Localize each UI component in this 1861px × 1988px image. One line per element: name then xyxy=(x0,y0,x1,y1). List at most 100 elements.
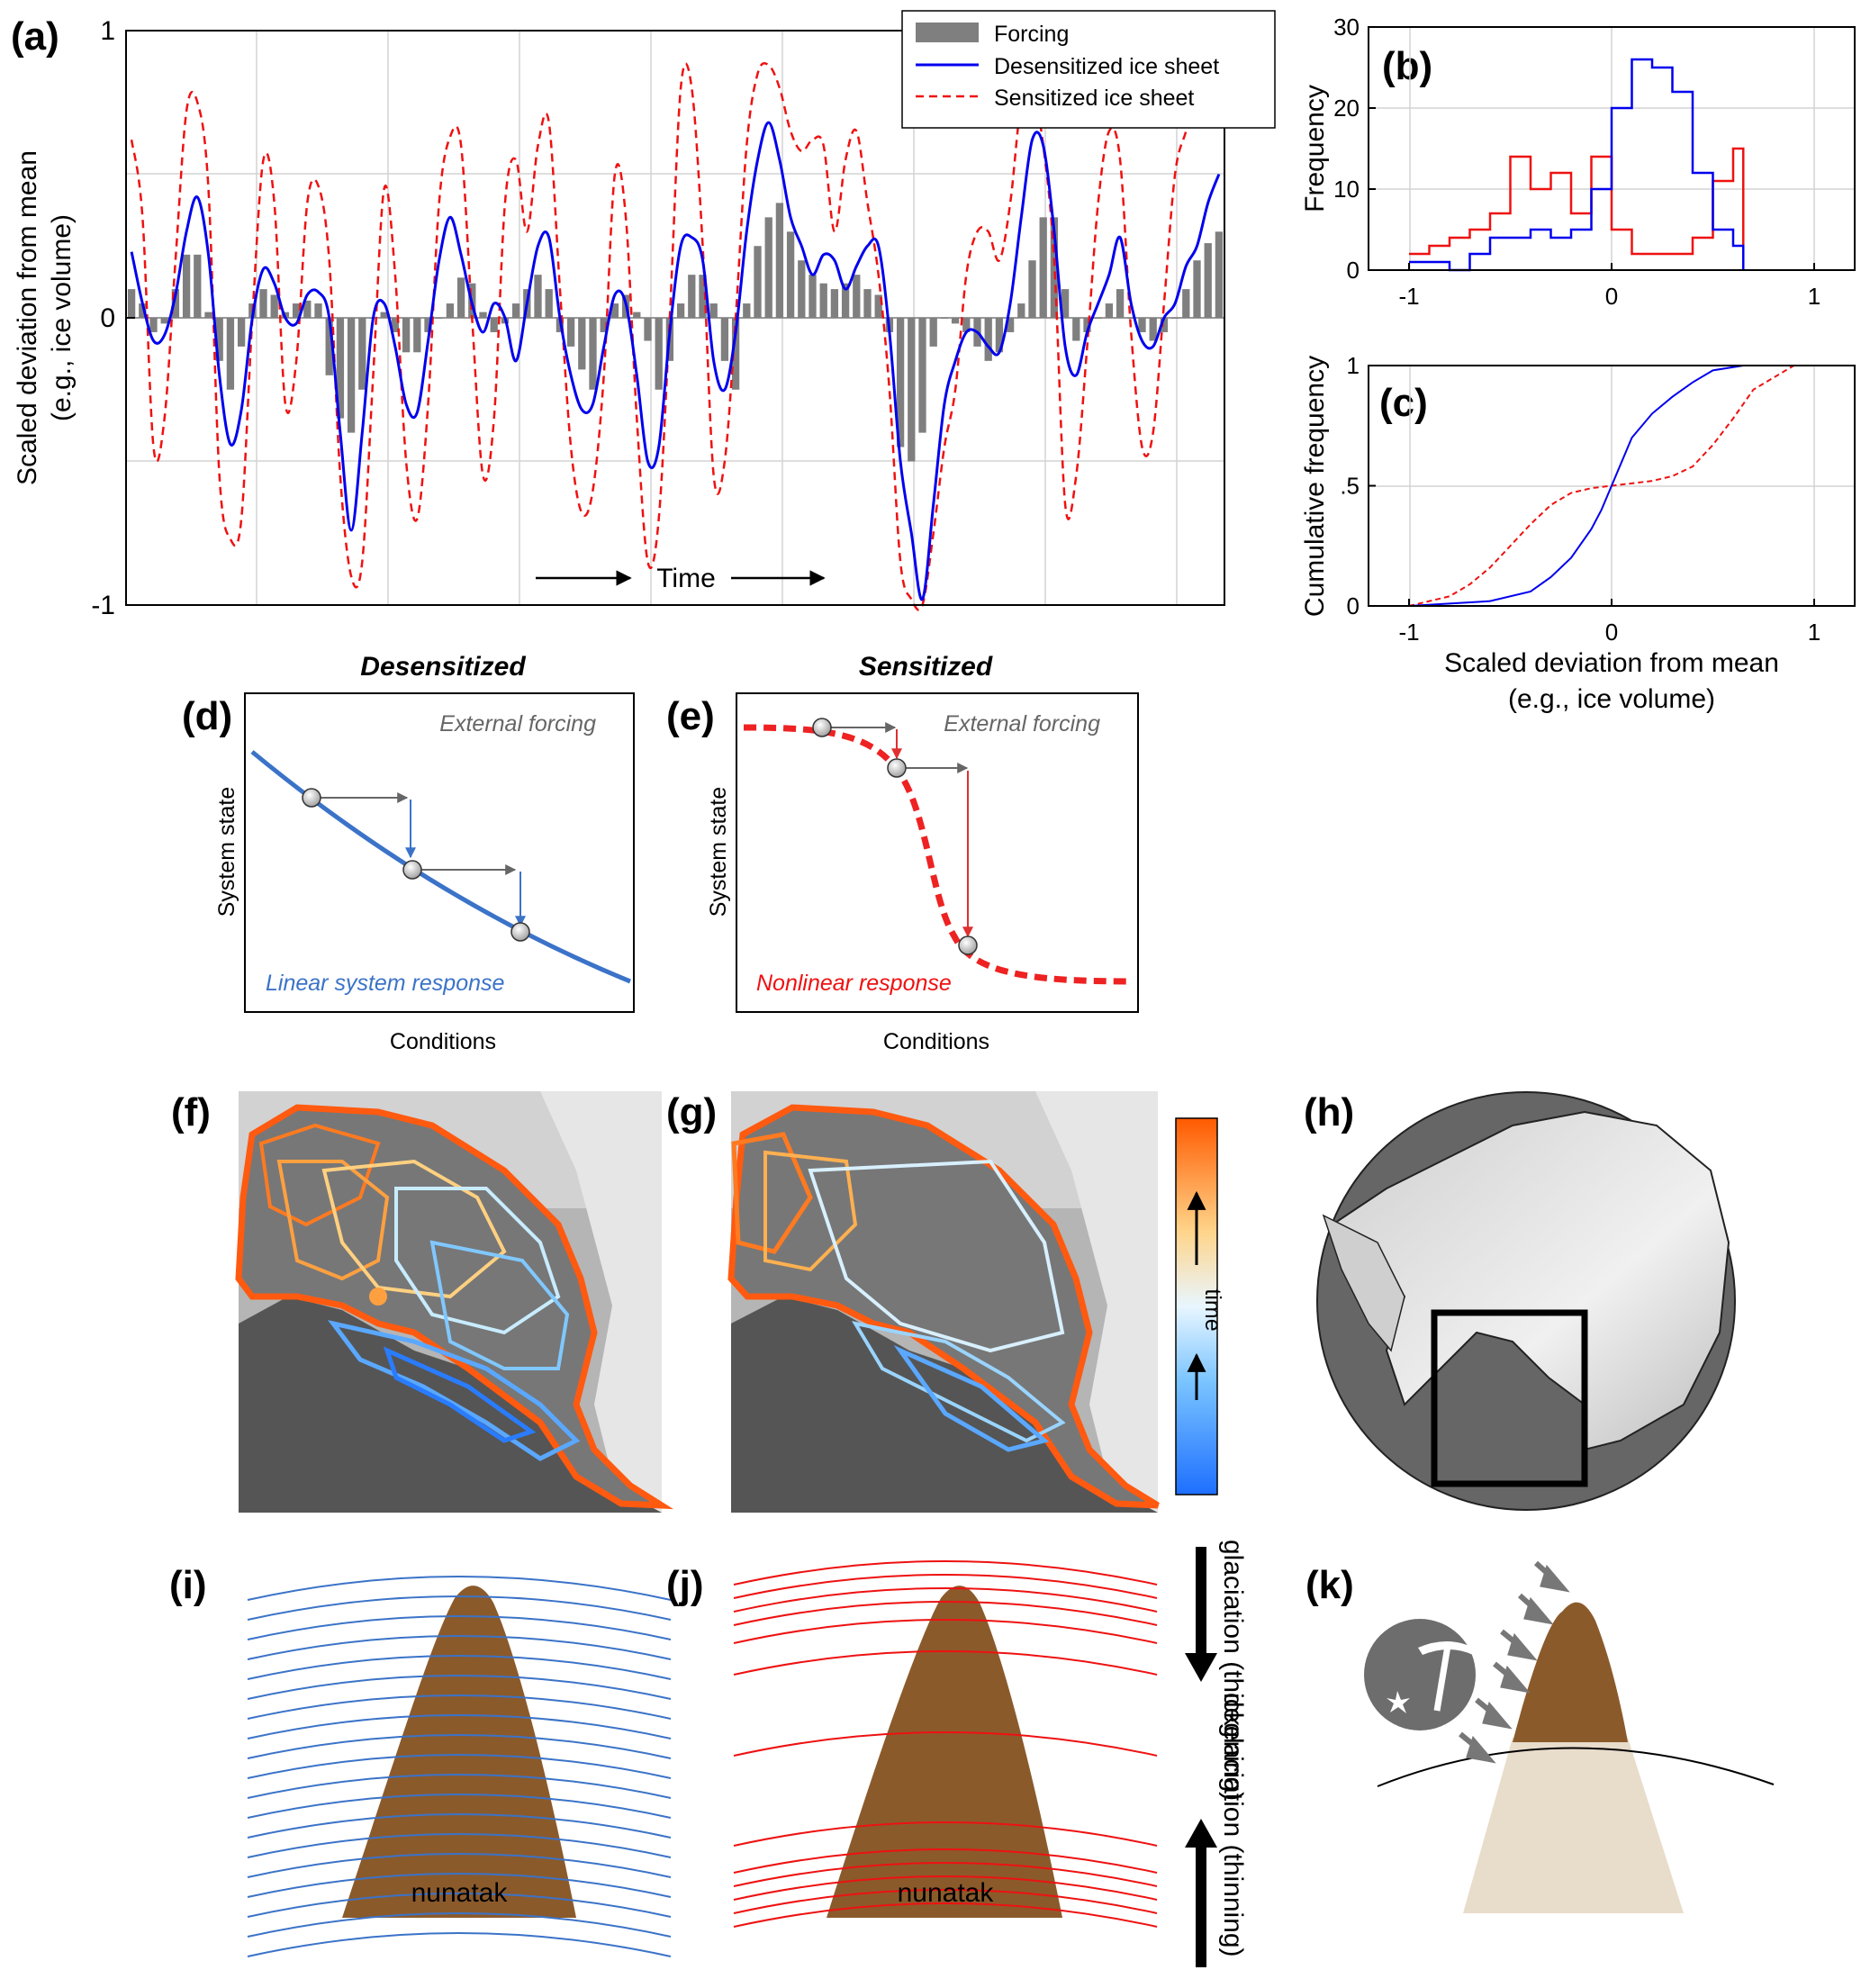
forcing-bar xyxy=(1149,318,1157,341)
ice-surface-line xyxy=(247,1576,672,1601)
forcing-bar xyxy=(534,275,542,318)
ice-surface-line xyxy=(247,1813,672,1839)
forcing-bar xyxy=(511,303,520,318)
ice-surface-line xyxy=(247,1873,672,1898)
state-marker xyxy=(812,718,832,737)
forcing-bar xyxy=(1028,260,1036,318)
forcing-bar xyxy=(984,318,992,361)
panel-e-xlabel: Conditions xyxy=(883,1029,989,1054)
panel-d-title: Desensitized xyxy=(360,652,526,682)
panel-d-response-label: Linear system response xyxy=(266,971,504,996)
legend-forcing-swatch xyxy=(916,23,979,42)
panel-label-c: (c) xyxy=(1379,381,1428,425)
forcing-bar xyxy=(610,303,619,318)
panel-c-ticks: -1 0 1 0 .5 1 xyxy=(1340,352,1820,646)
forcing-bar xyxy=(720,318,729,361)
time-colorbar xyxy=(1175,1117,1218,1496)
y-tick-label: 1 xyxy=(1347,352,1360,379)
panel-a-ylabel-1: Scaled deviation from mean xyxy=(13,150,42,485)
forcing-bar xyxy=(929,318,937,347)
glaciation-arrow-head xyxy=(1185,1653,1217,1682)
ice-surface-line xyxy=(247,1932,672,1957)
legend: Forcing Desensitized ice sheet Sensitize… xyxy=(901,10,1276,129)
forcing-bar xyxy=(1204,243,1212,318)
ice-surface-line xyxy=(733,1889,1158,1914)
ice-surface-line xyxy=(733,1848,1158,1874)
ice-surface-line xyxy=(733,1731,1158,1757)
forcing-bar xyxy=(479,312,487,318)
ice-surface-line xyxy=(247,1615,672,1640)
study-area-box xyxy=(1431,1309,1588,1487)
exposed-nunatak xyxy=(1513,1602,1628,1742)
forcing-bar xyxy=(127,289,136,318)
panel-a-yticks: -1 0 1 xyxy=(91,16,135,620)
x-tick-label: 1 xyxy=(1808,619,1820,646)
panel-label-h: (h) xyxy=(1304,1090,1354,1134)
forcing-bar xyxy=(1215,231,1224,318)
panel-b-ylabel: Frequency xyxy=(1300,85,1330,212)
desensitized-cdf xyxy=(1408,365,1744,607)
panel-c-xlabel-2: (e.g., ice volume) xyxy=(1508,684,1715,714)
ice-surface-line xyxy=(733,1574,1158,1599)
forcing-bar xyxy=(754,246,762,318)
forcing-bar xyxy=(578,318,586,370)
ice-surface-line xyxy=(247,1774,672,1799)
forcing-bar xyxy=(1193,260,1201,318)
ice-surface-line xyxy=(733,1902,1158,1928)
panel-d-box xyxy=(244,692,635,1013)
forcing-bar xyxy=(819,283,827,318)
forcing-bar xyxy=(764,217,772,318)
panel-label-d: (d) xyxy=(182,694,232,738)
state-marker xyxy=(958,935,978,955)
panel-g-map xyxy=(727,1091,1160,1513)
forcing-bar xyxy=(456,277,465,318)
legend-forcing: Forcing xyxy=(994,22,1069,47)
nunatak-label-j: nunatak xyxy=(898,1878,995,1908)
ice-surface-line xyxy=(247,1635,672,1660)
y-tick-label: 10 xyxy=(1333,176,1360,203)
forcing-bars xyxy=(127,203,1224,462)
y-tick-label: 1 xyxy=(100,16,115,46)
ice-surface-lines-j xyxy=(733,1560,1158,1928)
ice-surface-line xyxy=(733,1875,1158,1901)
forcing-bar xyxy=(402,318,411,353)
ice-surface-line xyxy=(733,1650,1158,1676)
ice-surface-line xyxy=(733,1587,1158,1613)
forcing-bar xyxy=(908,318,916,462)
forcing-bar xyxy=(633,312,641,318)
panel-label-e: (e) xyxy=(666,694,715,738)
state-marker xyxy=(302,788,321,808)
forcing-bar xyxy=(995,318,1004,353)
forcing-bar xyxy=(424,318,432,332)
panel-d-forcing-label: External forcing xyxy=(439,711,596,736)
forcing-bar xyxy=(962,318,971,332)
panel-f-map xyxy=(235,1091,674,1513)
legend-sensitized: Sensitized ice sheet xyxy=(994,86,1194,111)
forcing-bar xyxy=(391,318,400,332)
forcing-bar xyxy=(1050,217,1059,318)
forcing-bar xyxy=(226,318,235,390)
ice-surface-line xyxy=(247,1655,672,1680)
forcing-bar xyxy=(1116,289,1125,318)
forcing-bar xyxy=(743,303,751,318)
state-marker xyxy=(887,758,907,778)
time-label: Time xyxy=(656,564,716,593)
y-tick-label: 20 xyxy=(1333,95,1360,122)
forcing-bar xyxy=(566,318,575,347)
cosmic-ray-arrows xyxy=(1459,1560,1570,1764)
forcing-bar xyxy=(786,231,795,318)
deglaciation-label: deglaciation (thinning) xyxy=(1218,1693,1248,1957)
panel-e-box xyxy=(736,692,1139,1013)
ice-surface-line xyxy=(247,1853,672,1878)
nunatak-j xyxy=(827,1586,1062,1918)
forcing-bar xyxy=(1182,289,1190,318)
forcing-bar xyxy=(699,275,707,318)
forcing-bar xyxy=(1138,318,1146,332)
forcing-bar xyxy=(775,203,784,318)
panel-label-b: (b) xyxy=(1382,44,1432,88)
panel-c-xlabel-1: Scaled deviation from mean xyxy=(1444,648,1779,678)
ice-surface-lines-i xyxy=(247,1576,672,1957)
forcing-bar xyxy=(951,318,960,324)
